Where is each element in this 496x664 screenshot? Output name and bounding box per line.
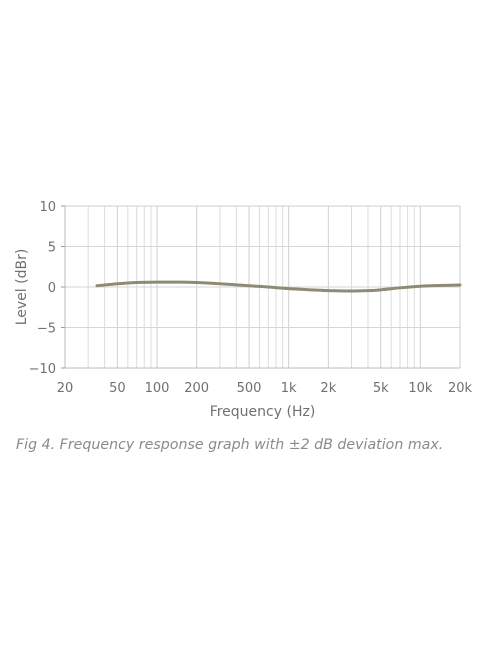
x-tick-labels: 20 50 100 200 500 1k 2k 5k 10k 20k <box>57 381 473 396</box>
x-tick-label: 20k <box>448 381 473 396</box>
x-tick-label: 10k <box>408 381 433 396</box>
series-layer <box>95 280 462 293</box>
figure-caption: Fig 4. Frequency response graph with ±2 … <box>16 437 444 453</box>
y-tick-labels: 10 5 0 −5 −10 <box>29 200 65 377</box>
y-tick-label: 10 <box>39 200 56 215</box>
y-axis-label: Level (dBr) <box>14 249 30 326</box>
y-tick-label: −10 <box>29 362 56 377</box>
x-tick-label: 1k <box>281 381 297 396</box>
x-axis-label: Frequency (Hz) <box>210 404 316 420</box>
x-tick-label: 2k <box>320 381 336 396</box>
y-tick-label: 0 <box>48 281 56 296</box>
x-tick-label: 5k <box>373 381 389 396</box>
frequency-response-line <box>95 280 462 293</box>
x-tick-label: 200 <box>184 381 209 396</box>
x-tick-label: 100 <box>145 381 170 396</box>
y-tick-label: −5 <box>37 322 56 337</box>
x-tick-label: 500 <box>237 381 262 396</box>
y-tick-label: 5 <box>48 241 56 256</box>
x-tick-label: 20 <box>57 381 74 396</box>
x-tick-label: 50 <box>109 381 126 396</box>
